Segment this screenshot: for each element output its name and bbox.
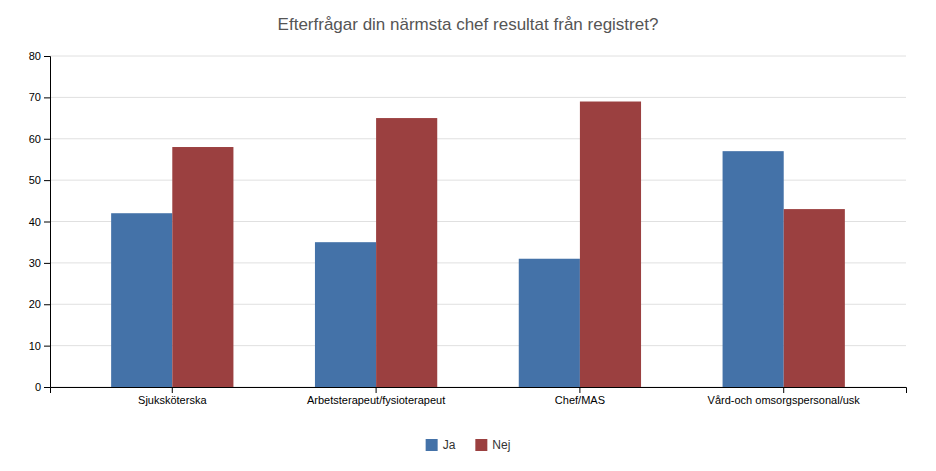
y-tick-mark	[44, 97, 50, 98]
x-tick: Chef/MAS	[555, 387, 605, 406]
y-tick-mark	[44, 180, 50, 181]
bar	[376, 118, 437, 387]
y-tick: 10	[29, 340, 50, 352]
y-tick-label: 20	[29, 298, 41, 310]
y-tick-mark	[44, 263, 50, 264]
bar-series	[172, 102, 845, 387]
x-axis: Sjuksköterska Arbetsterapeut/fysioterapeu…	[51, 387, 907, 406]
x-tick: Vård-och omsorgspersonal/usk	[708, 387, 861, 406]
bar	[111, 213, 172, 387]
y-tick-mark	[44, 222, 50, 223]
plot-area: 0 10 20 30 40 50 60 70 80 Sjuksköterska Arbetstera…	[29, 50, 907, 406]
bar	[580, 102, 641, 387]
y-axis: 0 10 20 30 40 50 60 70 80	[29, 50, 51, 393]
y-tick-label: 30	[29, 257, 41, 269]
bars	[111, 102, 845, 387]
y-tick: 80	[29, 50, 50, 62]
x-tick: Sjuksköterska	[138, 387, 207, 406]
x-tick-mark	[783, 387, 784, 393]
y-tick-label: 60	[29, 133, 41, 145]
legend-item: Nej	[475, 438, 510, 452]
bar	[784, 209, 845, 387]
y-tick: 40	[29, 216, 50, 228]
chart-title: Efterfrågar din närmsta chef resultat fr…	[278, 15, 659, 34]
chart-container: Efterfrågar din närmsta chef resultat fr…	[0, 0, 936, 471]
y-tick: 20	[29, 298, 50, 310]
y-tick: 60	[29, 133, 50, 145]
x-tick-label: Chef/MAS	[555, 394, 605, 406]
legend-swatch	[426, 439, 438, 451]
bar	[723, 151, 784, 387]
y-tick: 0	[35, 381, 50, 393]
y-tick-label: 50	[29, 174, 41, 186]
x-axis-line	[51, 388, 907, 394]
x-tick-mark	[376, 387, 377, 393]
y-tick-label: 0	[35, 381, 41, 393]
legend-item: Ja	[426, 438, 456, 452]
y-tick-mark	[44, 139, 50, 140]
bar	[519, 259, 580, 387]
y-tick-mark	[44, 387, 50, 388]
y-tick-label: 10	[29, 340, 41, 352]
chart-svg: Efterfrågar din närmsta chef resultat fr…	[0, 0, 936, 471]
y-tick-mark	[44, 346, 50, 347]
y-tick-mark	[44, 56, 50, 57]
legend-label: Nej	[492, 438, 510, 452]
legend-swatch	[475, 439, 487, 451]
bar	[172, 147, 233, 387]
x-tick-label: Vård-och omsorgspersonal/usk	[708, 394, 861, 406]
legend-label: Ja	[443, 438, 456, 452]
y-tick-label: 80	[29, 50, 41, 62]
grid-line	[50, 56, 906, 57]
x-tick-mark	[579, 387, 580, 393]
x-tick-label: Arbetsterapeut/fysioterapeut	[307, 394, 445, 406]
y-tick: 30	[29, 257, 50, 269]
bar	[315, 242, 376, 387]
legend: Ja Nej	[426, 438, 511, 452]
y-tick: 70	[29, 91, 50, 103]
grid-line	[50, 97, 906, 98]
y-axis-line	[44, 57, 51, 388]
y-tick-mark	[44, 304, 50, 305]
grid	[50, 56, 906, 387]
x-tick: Arbetsterapeut/fysioterapeut	[307, 387, 445, 406]
y-tick-label: 70	[29, 91, 41, 103]
x-tick-mark	[172, 387, 173, 393]
y-tick: 50	[29, 174, 50, 186]
grid-line	[50, 138, 906, 139]
x-tick-label: Sjuksköterska	[138, 394, 207, 406]
y-tick-label: 40	[29, 216, 41, 228]
